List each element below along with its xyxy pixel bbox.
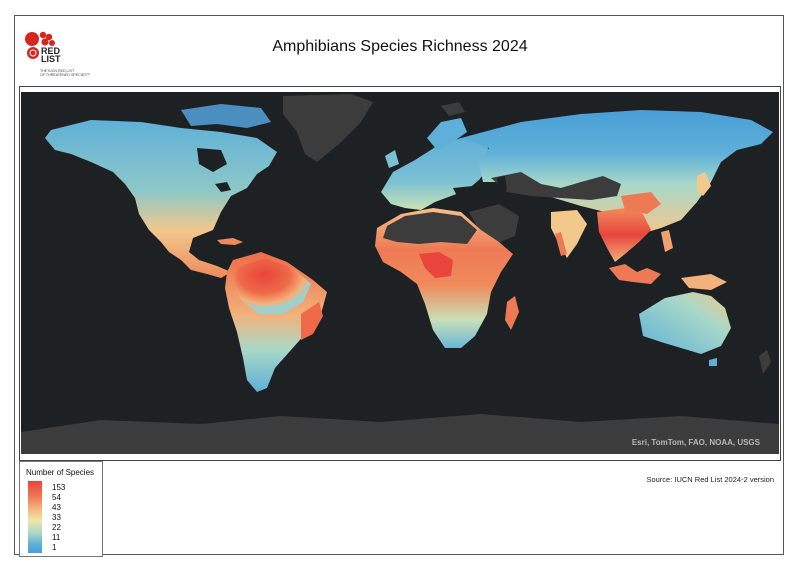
logo-tagline: THE IUCN RED LIST OF THREATENED SPECIES™ — [40, 69, 91, 77]
philippines — [661, 230, 673, 252]
legend-label: 1 — [52, 543, 57, 552]
map-title: Amphibians Species Richness 2024 — [272, 38, 528, 55]
hudson-bay — [197, 148, 227, 172]
legend-label: 43 — [52, 503, 61, 512]
caribbean-islands — [217, 238, 243, 245]
india — [551, 210, 587, 258]
australia — [639, 292, 731, 354]
central-asia-no-data — [491, 172, 621, 200]
scandinavia — [427, 118, 467, 150]
new-zealand — [759, 350, 771, 374]
legend-label: 11 — [52, 533, 61, 542]
south-china — [621, 192, 661, 214]
source-note: Source: IUCN Red List 2024-2 version — [646, 475, 774, 484]
greenland — [283, 94, 373, 162]
map-sheet — [14, 15, 784, 555]
world-richness-map[interactable] — [21, 92, 779, 454]
antarctica — [21, 414, 779, 454]
sumatra-borneo — [609, 264, 661, 284]
arabia-no-data — [469, 204, 519, 244]
great-lakes — [215, 182, 231, 192]
legend-label: 33 — [52, 513, 61, 522]
canadian-arctic-islands — [181, 104, 271, 128]
western-ghats — [555, 232, 567, 256]
svg-text:LIST: LIST — [41, 54, 61, 64]
japan — [697, 172, 711, 196]
legend-title: Number of Species — [26, 468, 95, 477]
map-attribution: Esri, TomTom, FAO, NOAA, USGS — [631, 438, 760, 447]
black-sea — [453, 186, 475, 196]
legend-label: 54 — [52, 493, 61, 502]
europe — [381, 138, 491, 210]
caspian-sea — [497, 176, 507, 192]
new-guinea — [681, 274, 727, 290]
asia — [461, 110, 773, 234]
tasmania — [709, 358, 717, 366]
british-isles — [385, 150, 399, 168]
amazon-hotspot — [233, 258, 311, 314]
legend-label: 22 — [52, 523, 61, 532]
sahara-no-data — [383, 212, 477, 244]
legend: Number of Species 153 54 43 33 22 11 1 — [19, 461, 103, 557]
legend-color-ramp — [28, 481, 42, 553]
west-africa-hotspot — [419, 252, 453, 278]
madagascar — [505, 296, 519, 330]
svalbard — [441, 102, 465, 116]
legend-label: 153 — [52, 483, 66, 492]
southeast-asia — [597, 208, 651, 262]
iucn-red-list-logo: RED LIST — [25, 31, 61, 64]
atlantic-forest — [301, 302, 323, 340]
svg-text:RED: RED — [41, 46, 61, 56]
